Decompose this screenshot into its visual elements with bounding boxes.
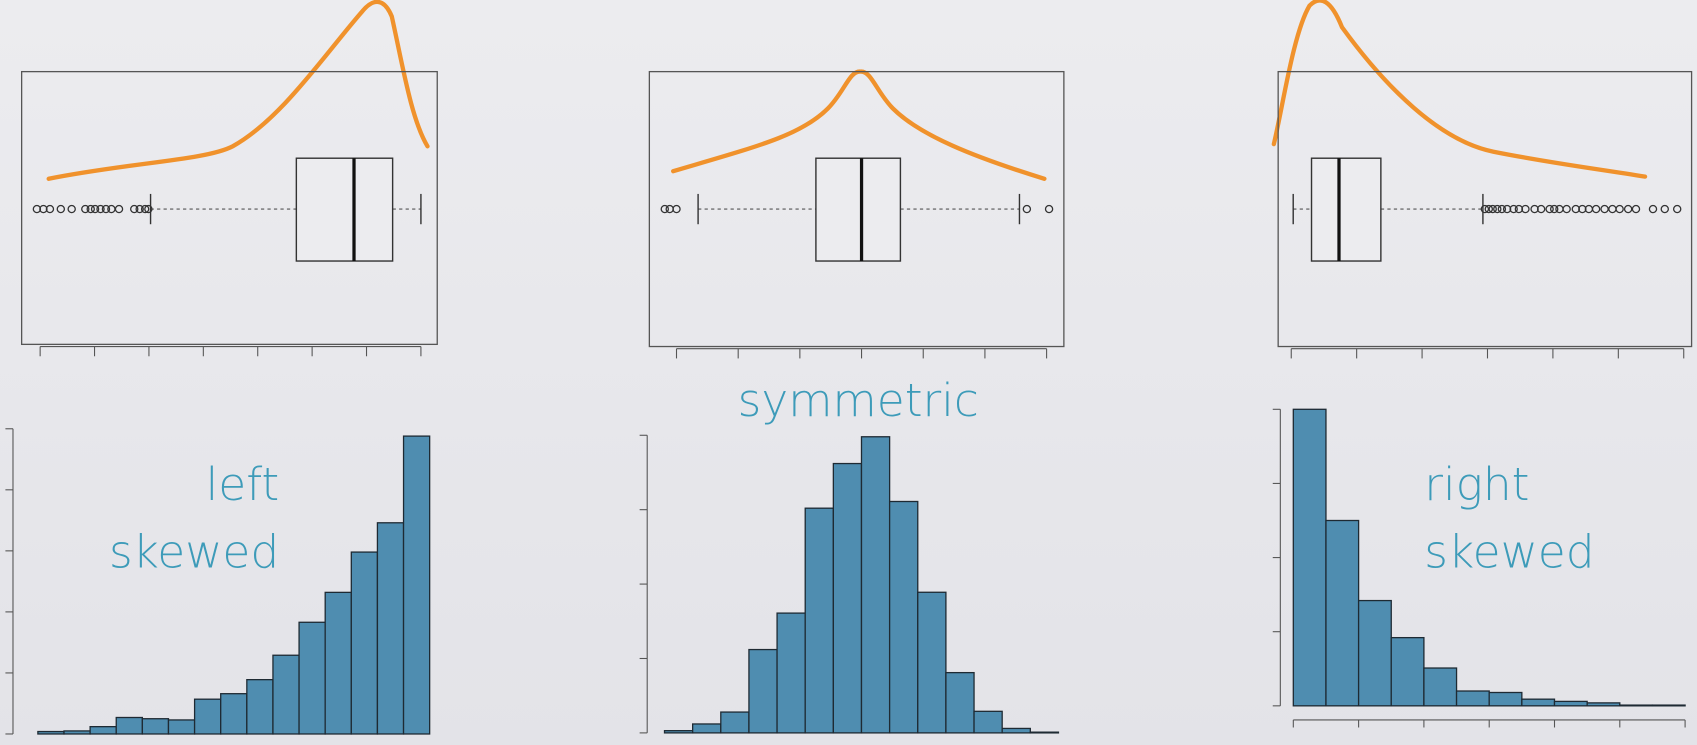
bar: [1586, 702, 1621, 707]
outlier: [1022, 204, 1032, 214]
outlier: [1521, 204, 1530, 214]
outlier: [56, 204, 66, 214]
bar: [917, 591, 947, 734]
outlier: [1600, 204, 1609, 214]
bar: [193, 698, 222, 735]
bar: [1029, 731, 1060, 734]
bar: [888, 500, 919, 734]
outlier: [672, 204, 681, 214]
box: [1310, 157, 1382, 262]
outlier: [1660, 204, 1669, 214]
outlier: [1555, 204, 1564, 214]
bar: [167, 719, 196, 735]
outlier: [101, 204, 111, 214]
outlier: [90, 204, 100, 214]
bar: [63, 730, 91, 735]
bar: [376, 522, 405, 735]
outlier: [1044, 204, 1054, 214]
plot-frame: [1277, 70, 1693, 348]
bar: [973, 710, 1003, 734]
bar: [115, 716, 144, 735]
outlier: [144, 204, 153, 214]
outlier: [1545, 204, 1554, 214]
outlier: [1480, 204, 1490, 214]
plot-frame: [648, 70, 1065, 348]
outlier: [1562, 204, 1571, 214]
outlier: [1648, 204, 1658, 214]
bar: [220, 693, 248, 735]
bar: [141, 718, 170, 735]
bar: [1423, 667, 1458, 707]
bar: [1455, 690, 1490, 707]
bar: [350, 551, 379, 735]
density-curve: [1271, 0, 1648, 179]
bar: [1357, 599, 1392, 707]
bar: [89, 726, 117, 735]
bar: [1651, 704, 1686, 707]
bar: [692, 723, 722, 734]
bar: [298, 621, 326, 735]
bar: [1488, 691, 1523, 707]
outlier: [1493, 204, 1502, 214]
annotation: skewed: [109, 525, 279, 578]
outlier: [1497, 204, 1507, 214]
bar: [246, 679, 274, 735]
outlier: [1672, 204, 1682, 214]
outlier: [114, 204, 124, 214]
density-curve: [46, 0, 430, 181]
outlier: [1623, 204, 1633, 214]
bar: [1325, 519, 1360, 707]
outlier: [1615, 204, 1624, 214]
outlier: [665, 204, 674, 214]
bar: [37, 730, 65, 735]
annotation: skewed: [1424, 525, 1594, 578]
bar: [720, 711, 750, 734]
bar: [1553, 700, 1588, 707]
outlier: [1631, 204, 1641, 214]
outlier: [660, 204, 670, 214]
outlier: [1536, 204, 1546, 214]
annotation: right: [1424, 458, 1529, 511]
outlier: [1509, 204, 1518, 214]
bar: [860, 436, 891, 734]
bar: [272, 654, 300, 735]
outlier: [86, 204, 95, 214]
bar: [402, 435, 431, 735]
bar: [776, 612, 806, 734]
outlier: [45, 204, 55, 214]
outlier: [1549, 204, 1559, 214]
bar: [1521, 698, 1556, 707]
bar: [663, 730, 694, 734]
plot-frame: [20, 70, 438, 346]
annotation: left: [206, 458, 280, 511]
outlier: [96, 204, 105, 214]
outlier: [1488, 204, 1497, 214]
outlier: [140, 204, 150, 214]
outlier: [81, 204, 90, 214]
outlier: [1484, 204, 1494, 214]
outlier: [67, 204, 76, 214]
bar: [324, 591, 352, 735]
annotation: symmetric: [738, 374, 979, 427]
box: [815, 157, 902, 262]
bar: [748, 648, 778, 734]
bar: [1001, 727, 1031, 734]
bar: [1390, 636, 1425, 707]
box: [295, 157, 394, 262]
outlier: [1591, 204, 1601, 214]
bar: [804, 507, 834, 734]
bar: [945, 671, 975, 734]
bar: [832, 462, 863, 734]
bar: [1619, 704, 1654, 707]
outlier: [1608, 204, 1617, 214]
outlier: [130, 204, 139, 214]
outlier: [135, 204, 144, 214]
bar: [1292, 408, 1327, 707]
